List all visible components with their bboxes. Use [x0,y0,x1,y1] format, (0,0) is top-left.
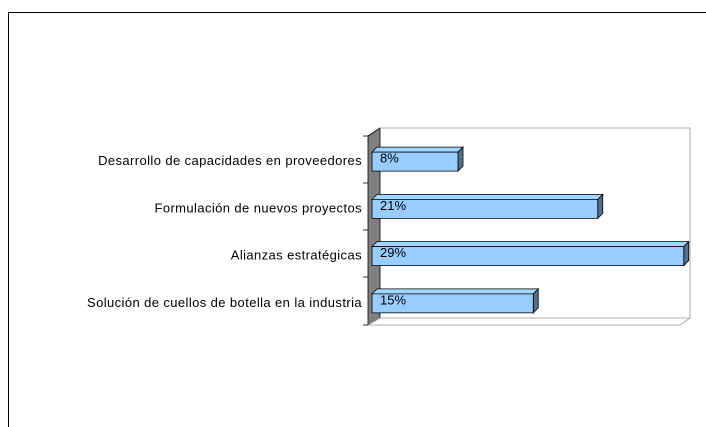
data-label: 29% [380,245,406,260]
bar [371,193,604,220]
category-label: Alianzas estratégicas [231,248,362,263]
bar-top [371,193,604,200]
bar [371,240,690,267]
ticks [363,135,368,326]
bar-front [371,151,459,172]
bar-top [371,241,690,248]
floor [366,317,692,326]
bar [371,146,464,173]
category-label: Formulación de nuevos proyectos [154,200,362,215]
data-label: 15% [380,292,406,307]
bar [371,287,540,314]
category-label: Desarrollo de capacidades en proveedores [98,153,362,168]
data-label: 21% [380,198,406,213]
bar-front [371,198,599,219]
back-wall [380,127,691,318]
bar-front [371,246,685,267]
category-label: Solución de cuellos de botella en la ind… [87,295,362,310]
data-label: 8% [380,151,399,166]
bar-front [371,293,534,314]
